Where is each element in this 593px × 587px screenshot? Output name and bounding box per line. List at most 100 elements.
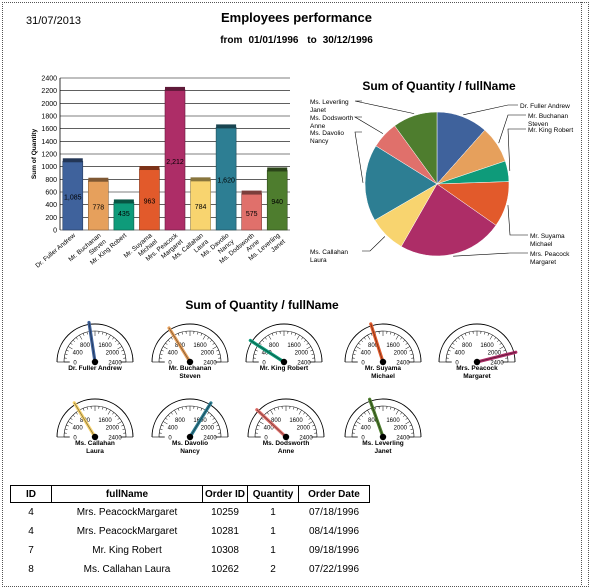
gauge-tick-label: 1600 xyxy=(193,343,207,349)
gauge-tick xyxy=(464,333,467,336)
bar-value-label: 784 xyxy=(195,204,207,211)
pie-leader-line xyxy=(362,236,386,252)
gauge-label-line: Nancy xyxy=(180,448,200,455)
gauge-tick-label: 2400 xyxy=(299,436,313,442)
gauge-tick xyxy=(86,406,88,410)
report-date: 31/07/2013 xyxy=(26,15,82,27)
gauge-tick-label: 2400 xyxy=(108,436,122,442)
gauge-tick xyxy=(356,421,361,425)
gauge-tick xyxy=(293,406,295,410)
cell-fullname: Mrs. PeacockMargaret xyxy=(76,526,178,537)
pie-label-line: Ms. Leverling xyxy=(310,99,349,106)
gauge-label-line: Margaret xyxy=(463,373,491,380)
gauge-tick xyxy=(253,353,257,355)
gauge-tick-label: 400 xyxy=(361,351,372,357)
gauge-label: Mr. King Robert xyxy=(260,365,309,372)
gauge-tick xyxy=(212,421,217,425)
gauge-needle-edge xyxy=(476,351,516,363)
gauge-tick xyxy=(308,421,313,425)
report-title: Employees performance xyxy=(220,10,372,25)
gauge-tick xyxy=(358,342,361,345)
bar-value-label: 575 xyxy=(246,211,258,218)
y-tick-label: 600 xyxy=(45,190,57,197)
pie-label-line: Mr. Suyama xyxy=(530,233,565,240)
gauge-label-line: Mrs. Peacock xyxy=(456,365,498,372)
pie-label-line: Laura xyxy=(310,257,327,264)
cell-order-date: 08/14/1996 xyxy=(308,526,360,537)
bar-value-label: 1,620 xyxy=(217,178,235,185)
y-axis-label: Sum of Quantity xyxy=(31,129,38,180)
gauge-tick xyxy=(402,339,406,343)
gauge-tick xyxy=(165,417,168,420)
gauge-tick-label: 2000 xyxy=(201,351,215,357)
gauge-tick-label: 2400 xyxy=(108,361,122,367)
gauge-tick-label: 1600 xyxy=(98,343,112,349)
gauge-tick-label: 2000 xyxy=(297,426,311,432)
gauge-label-line: Mr. Buchanan xyxy=(169,365,212,372)
gauge-tick-label: 0 xyxy=(361,361,365,367)
y-tick-label: 2200 xyxy=(41,88,57,95)
cell-quantity: 1 xyxy=(270,507,276,518)
gauge-tick xyxy=(107,335,111,340)
gauge-tick-label: 1600 xyxy=(98,418,112,424)
gauge-tick-label: 2400 xyxy=(203,361,217,367)
y-tick-label: 2000 xyxy=(41,101,57,108)
gauge-tick xyxy=(370,333,373,336)
gauge-tick-label: 1600 xyxy=(386,343,400,349)
gauge-label-line: Dr. Fuller Andrew xyxy=(68,365,123,372)
gauge-tick xyxy=(161,424,164,427)
gauge-tick-label: 400 xyxy=(73,351,84,357)
gauge-tick-label: 400 xyxy=(264,426,275,432)
gauge-outer-arc xyxy=(245,323,323,363)
gauge-outer-arc xyxy=(151,323,229,363)
gauge-tick xyxy=(212,342,215,345)
gauge-hub xyxy=(186,433,194,441)
gauge-tick xyxy=(207,337,210,340)
gauge-outer-arc xyxy=(344,398,422,438)
y-tick-label: 1400 xyxy=(41,139,57,146)
bar-cap xyxy=(216,124,237,129)
gauge-tick-label: 800 xyxy=(368,343,379,349)
gauge-tick xyxy=(200,408,203,411)
bar-value-label: 778 xyxy=(92,204,104,211)
gauge-tick xyxy=(117,346,122,350)
gauge-tick xyxy=(395,335,399,340)
gauge-tick xyxy=(503,349,506,352)
gauge-tick xyxy=(261,417,264,420)
gauge-tick xyxy=(296,408,299,411)
gauge-tick xyxy=(255,428,259,430)
gauge-needle-edge xyxy=(168,327,191,363)
gauge-tick-label: 800 xyxy=(271,418,282,424)
cell-order-date: 07/22/1996 xyxy=(308,564,360,575)
gauge-tick xyxy=(159,428,163,430)
gauge-tick xyxy=(216,349,219,352)
gauge-tick xyxy=(117,417,120,420)
gauge-tick xyxy=(255,349,258,352)
gauge-tick xyxy=(121,424,124,427)
gauge-label-line: Michael xyxy=(371,373,395,380)
pie-leader-line xyxy=(453,252,528,257)
pie-slice xyxy=(364,145,438,221)
gauge-hub xyxy=(280,358,288,366)
gauge-tick xyxy=(209,414,213,418)
gauge-tick xyxy=(277,406,279,410)
gauge-tick xyxy=(313,428,317,430)
gauge-tick xyxy=(112,337,115,340)
gauge-tick xyxy=(446,353,450,355)
gauge-tick xyxy=(70,342,73,345)
pie-label: Mr. Buchanan Steven xyxy=(528,113,568,128)
y-tick-label: 0 xyxy=(53,228,57,235)
gauge-label: Mr. Suyama Michael xyxy=(365,365,402,380)
gauge-hub xyxy=(379,358,387,366)
gauge-tick xyxy=(86,331,88,335)
gauge-tick-label: 2000 xyxy=(394,426,408,432)
cell-fullname: Ms. Callahan Laura xyxy=(83,564,171,575)
cell-id: 4 xyxy=(28,526,34,537)
gauge-tick-label: 400 xyxy=(361,426,372,432)
cell-quantity: 1 xyxy=(270,526,276,537)
gauge-tick xyxy=(217,428,221,430)
gauge-tick xyxy=(374,406,376,410)
gauge-outer-arc xyxy=(151,398,229,438)
pie-leader-line xyxy=(354,131,364,183)
gauge-tick-label: 400 xyxy=(455,351,466,357)
